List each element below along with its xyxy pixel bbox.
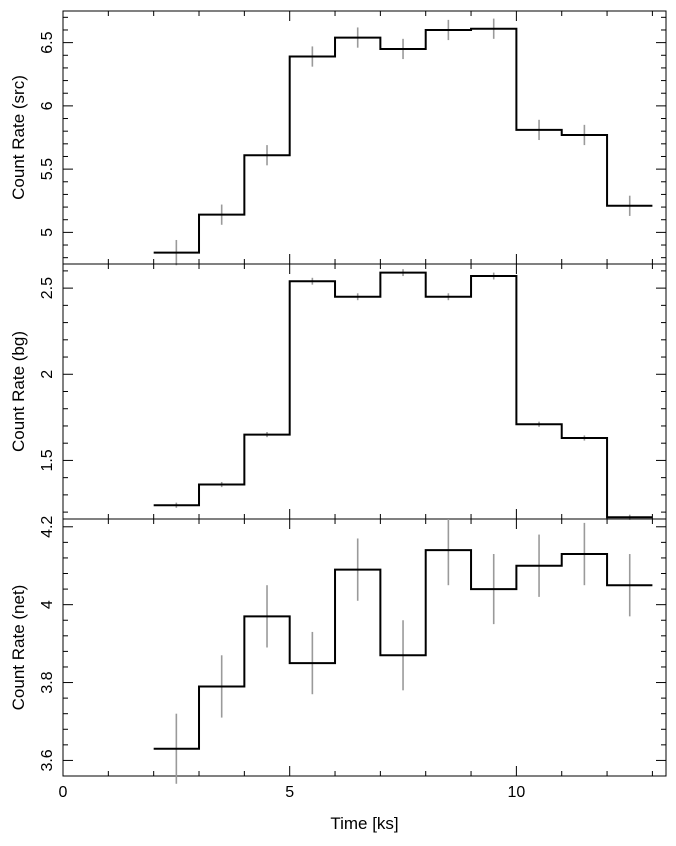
x-tick-label: 0	[59, 784, 68, 801]
x-tick-label: 10	[507, 784, 525, 801]
series-step-line	[153, 549, 653, 750]
y-tick-label: 4.2	[39, 516, 56, 538]
y-axis-title: Count Rate (src)	[9, 75, 28, 200]
y-tick-label: 2	[39, 370, 56, 379]
y-axis-title: Count Rate (bg)	[9, 331, 28, 452]
panel-1: 5 5.5 6 6.5 Count Rate (src)	[9, 10, 667, 266]
panel-3: 3.6 3.8 4 4.2 Count Rate (net) 0 5 10 Time [ks]	[9, 516, 667, 833]
y-axis-title: Count Rate (net)	[9, 585, 28, 711]
panel-2: 1.5 2 2.5 Count Rate (bg)	[9, 263, 667, 520]
y-tick-label: 3.6	[39, 749, 56, 771]
y-tick-label: 5.5	[39, 158, 56, 180]
y-tick-label: 6.5	[39, 31, 56, 53]
y-tick-label: 2.5	[39, 277, 56, 299]
y-tick-label: 4	[39, 600, 56, 609]
series-step-line	[153, 271, 653, 519]
x-axis-title: Time [ks]	[330, 814, 398, 833]
plot-frame	[62, 10, 667, 265]
y-tick-label: 6	[39, 101, 56, 110]
y-tick-label: 5	[39, 228, 56, 237]
plot-frame	[62, 263, 667, 520]
y-tick-label: 3.8	[39, 671, 56, 693]
series-step-line	[153, 27, 653, 254]
x-tick-label: 5	[285, 784, 294, 801]
plot-frame	[62, 518, 667, 777]
y-tick-label: 1.5	[39, 449, 56, 471]
